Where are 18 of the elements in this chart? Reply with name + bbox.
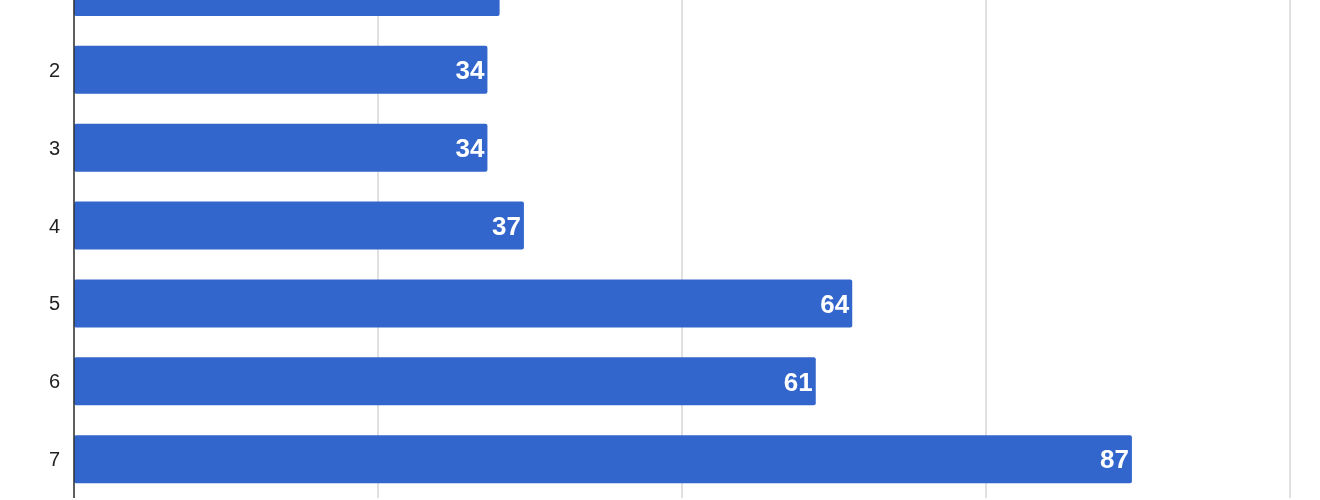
data-label: 61 — [783, 366, 813, 397]
bar — [74, 201, 524, 250]
y-tick-label: 6 — [48, 370, 60, 393]
bar — [74, 435, 1132, 484]
y-tick-label: 4 — [48, 214, 60, 237]
data-label: 64 — [820, 288, 850, 319]
data-label: 87 — [1100, 444, 1129, 475]
data-label: 34 — [455, 55, 485, 86]
y-tick-label: 7 — [48, 448, 60, 471]
y-tick-label: 3 — [48, 136, 60, 159]
bar — [74, 45, 488, 94]
y-tick-label: 5 — [48, 292, 60, 315]
data-label: 37 — [492, 210, 521, 241]
data-label: 34 — [455, 132, 485, 163]
bar — [74, 279, 853, 328]
bar — [74, 123, 488, 172]
bar — [74, 357, 816, 406]
y-tick-label: 2 — [48, 58, 60, 81]
